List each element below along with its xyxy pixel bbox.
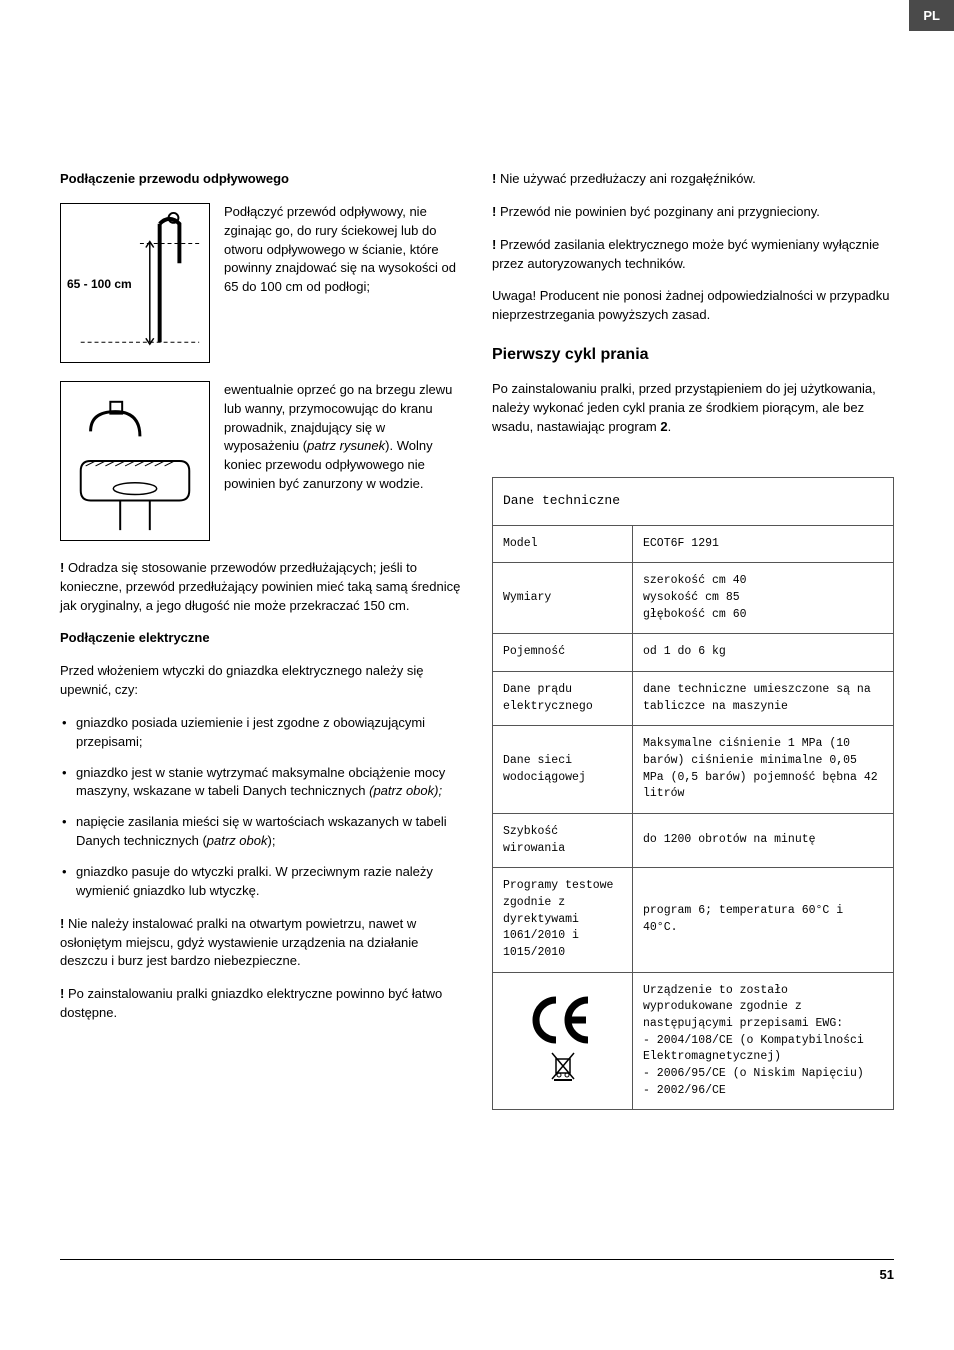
warn-r2: ! Przewód nie powinien być pozginany ani…: [492, 203, 894, 222]
heading-drain: Podłączenie przewodu odpływowego: [60, 170, 462, 189]
heading-first-cycle: Pierwszy cykl prania: [492, 343, 894, 366]
spec-k-3: Dane prądu elektrycznego: [493, 671, 633, 725]
footer-rule: [60, 1259, 894, 1260]
bullet-1: gniazdko posiada uziemienie i jest zgodn…: [60, 714, 462, 752]
spec-k-4: Dane sieci wodociągowej: [493, 726, 633, 814]
warn-outdoor: ! Nie należy instalować pralki na otwart…: [60, 915, 462, 972]
drain-height-figure: 65 - 100 cm: [60, 203, 210, 363]
warn-r4: Uwaga! Producent nie ponosi żadnej odpow…: [492, 287, 894, 325]
right-column: ! Nie używać przedłużaczy ani rozgałęźni…: [492, 170, 894, 1110]
left-column: Podłączenie przewodu odpływowego 65 - 10…: [60, 170, 462, 1110]
warn-access: ! Po zainstalowaniu pralki gniazdko elek…: [60, 985, 462, 1023]
warn-extension: ! Odradza się stosowanie przewodów przed…: [60, 559, 462, 616]
spec-k-0: Model: [493, 525, 633, 563]
page-number: 51: [880, 1267, 894, 1282]
drain-text: Podłączyć przewód odpływowy, nie zginają…: [224, 203, 462, 363]
page-content: Podłączenie przewodu odpływowego 65 - 10…: [60, 170, 894, 1290]
elec-intro: Przed włożeniem wtyczki do gniazdka elek…: [60, 662, 462, 700]
sink-text: ewentualnie oprzeć go na brzegu zlewu lu…: [224, 381, 462, 541]
height-label: 65 - 100 cm: [67, 276, 132, 293]
bullet-2: gniazdko jest w stanie wytrzymać maksyma…: [60, 764, 462, 802]
spec-v-2: od 1 do 6 kg: [633, 634, 894, 672]
first-cycle-text: Po zainstalowaniu pralki, przed przystąp…: [492, 380, 894, 437]
bullet-4: gniazdko pasuje do wtyczki pralki. W prz…: [60, 863, 462, 901]
spec-k-1: Wymiary: [493, 563, 633, 634]
spec-v-1: szerokość cm 40 wysokość cm 85 głębokość…: [633, 563, 894, 634]
spec-k-6: Programy testowe zgodnie z dyrektywami 1…: [493, 868, 633, 972]
spec-v-3: dane techniczne umieszczone są na tablic…: [633, 671, 894, 725]
spec-header: Dane techniczne: [493, 477, 894, 525]
bullet-3: napięcie zasilania mieści się w wartości…: [60, 813, 462, 851]
sink-figure: [60, 381, 210, 541]
spec-v-6: program 6; temperatura 60°C i 40°C.: [633, 868, 894, 972]
ce-icon: [528, 995, 598, 1045]
spec-k-2: Pojemność: [493, 634, 633, 672]
ce-mark-cell: [493, 972, 633, 1110]
spec-table: Dane techniczne ModelECOT6F 1291 Wymiary…: [492, 477, 894, 1111]
spec-v-0: ECOT6F 1291: [633, 525, 894, 563]
language-tab: PL: [909, 0, 954, 31]
warn-r1: ! Nie używać przedłużaczy ani rozgałęźni…: [492, 170, 894, 189]
heading-electrical: Podłączenie elektryczne: [60, 629, 462, 648]
spec-v-5: do 1200 obrotów na minutę: [633, 814, 894, 868]
elec-bullets: gniazdko posiada uziemienie i jest zgodn…: [60, 714, 462, 901]
spec-k-5: Szybkość wirowania: [493, 814, 633, 868]
ce-text: Urządzenie to zostało wyprodukowane zgod…: [633, 972, 894, 1110]
weee-icon: [550, 1051, 576, 1081]
warn-r3: ! Przewód zasilania elektrycznego może b…: [492, 236, 894, 274]
spec-v-4: Maksymalne ciśnienie 1 MPa (10 barów) ci…: [633, 726, 894, 814]
